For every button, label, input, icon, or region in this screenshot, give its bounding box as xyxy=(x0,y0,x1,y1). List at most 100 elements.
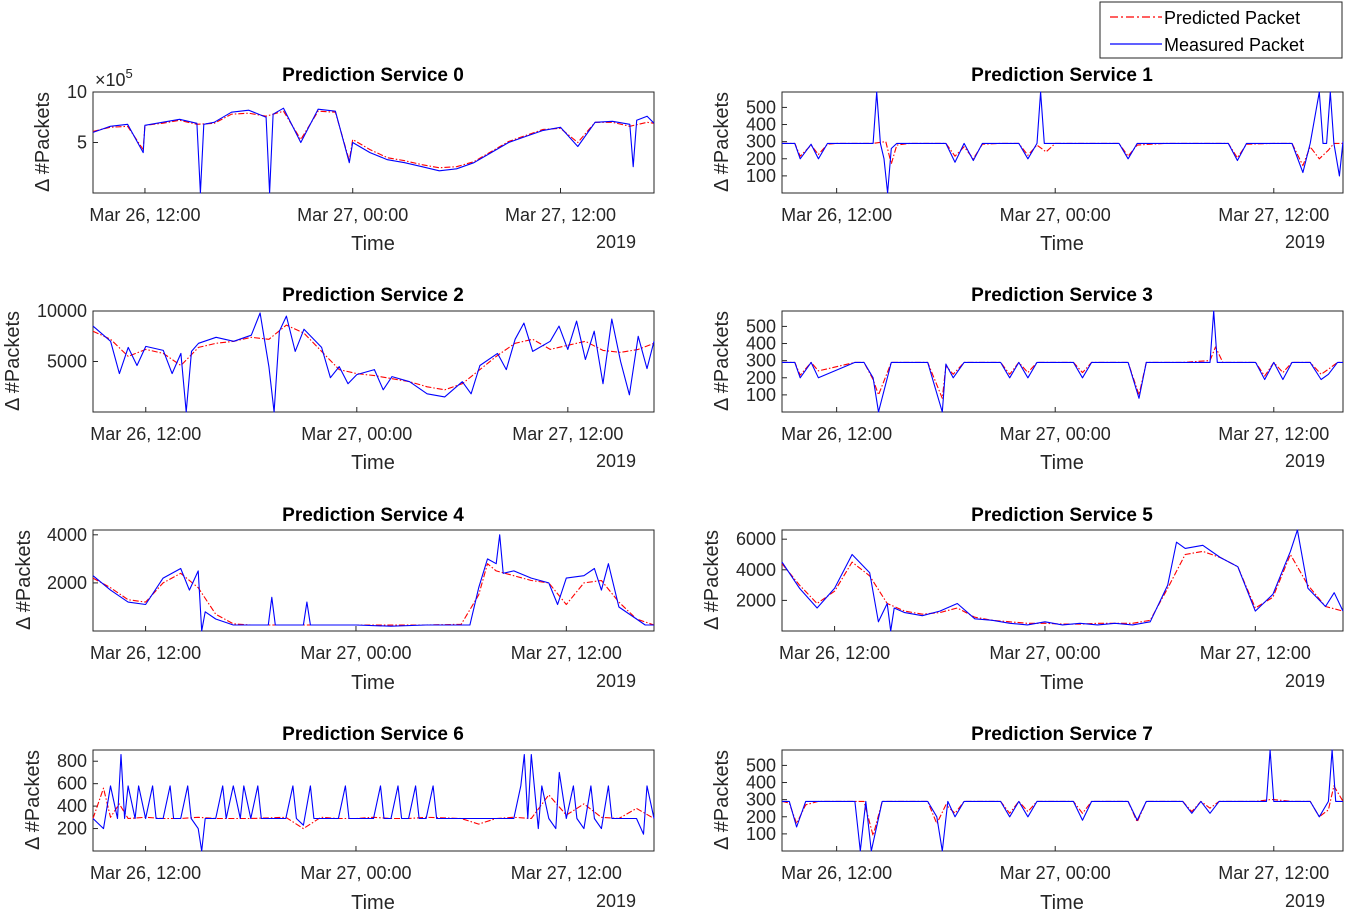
x-tick-label: Mar 27, 00:00 xyxy=(301,424,412,444)
panel-service-1: Prediction Service 1 Time 2019 Δ #Packet… xyxy=(711,65,1344,255)
y-tick-label: 200 xyxy=(746,807,776,827)
x-tick-label: Mar 26, 12:00 xyxy=(779,643,890,663)
x-tick-label: Mar 27, 00:00 xyxy=(300,863,411,883)
legend: Predicted Packet Measured Packet xyxy=(1099,1,1343,59)
y-ticks: 2000 4000 xyxy=(47,525,98,593)
x-ticks: Mar 26, 12:00 Mar 27, 00:00 Mar 27, 12:00 xyxy=(89,188,616,225)
y-tick-label: 5 xyxy=(77,133,87,153)
series-group xyxy=(782,310,1343,413)
y-tick-label: 6000 xyxy=(736,529,776,549)
panel-service-7: Prediction Service 7 Time 2019 Δ #Packet… xyxy=(711,724,1344,914)
y-tick-label: 800 xyxy=(57,751,87,771)
series-line-predicted xyxy=(781,785,1344,837)
x-tick-label: Mar 27, 00:00 xyxy=(1000,863,1111,883)
plot-area xyxy=(781,529,1344,632)
y-tick-label: 200 xyxy=(746,368,776,388)
series-line-measured xyxy=(781,529,1344,632)
y-tick-label: 10000 xyxy=(37,301,87,321)
x-tick-label: Mar 27, 12:00 xyxy=(1200,643,1311,663)
x-tick-label: Mar 27, 00:00 xyxy=(300,643,411,663)
y-tick-label: 400 xyxy=(57,796,87,816)
chart-title: Prediction Service 3 xyxy=(971,285,1153,306)
y-tick-label: 100 xyxy=(746,166,776,186)
x-tick-label: Mar 26, 12:00 xyxy=(89,205,200,225)
series-line-predicted xyxy=(92,787,655,830)
x-year-label: 2019 xyxy=(1285,451,1325,471)
x-tick-label: Mar 27, 12:00 xyxy=(505,205,616,225)
plot-area xyxy=(781,91,1344,194)
x-tick-label: Mar 26, 12:00 xyxy=(90,643,201,663)
x-ticks: Mar 26, 12:00 Mar 27, 00:00 Mar 27, 12:00 xyxy=(90,407,623,444)
y-tick-label: 500 xyxy=(746,97,776,117)
chart-title: Prediction Service 4 xyxy=(282,505,464,526)
series-line-measured xyxy=(92,753,655,852)
y-axis-label: Δ #Packets xyxy=(32,92,54,192)
series-group xyxy=(92,753,655,852)
y-tick-label: 4000 xyxy=(47,525,87,545)
panel-service-3: Prediction Service 3 Time 2019 Δ #Packet… xyxy=(711,285,1344,474)
x-tick-label: Mar 27, 12:00 xyxy=(1218,424,1329,444)
x-ticks: Mar 26, 12:00 Mar 27, 00:00 Mar 27, 12:00 xyxy=(90,626,622,663)
x-axis-label: Time xyxy=(351,452,395,474)
x-tick-label: Mar 27, 12:00 xyxy=(511,643,622,663)
panel-service-2: Prediction Service 2 Time 2019 Δ #Packet… xyxy=(2,285,655,474)
series-group xyxy=(92,107,655,194)
series-group xyxy=(782,91,1344,194)
y-tick-label: 10 xyxy=(67,82,87,102)
x-year-label: 2019 xyxy=(1285,891,1325,911)
series-line-predicted xyxy=(781,550,1344,625)
chart-title: Prediction Service 6 xyxy=(282,724,464,745)
x-ticks: Mar 26, 12:00 Mar 27, 00:00 Mar 27, 12:00 xyxy=(781,188,1329,225)
y-tick-label: 200 xyxy=(57,819,87,839)
legend-box xyxy=(1099,1,1343,59)
y-axis-label: Δ #Packets xyxy=(2,311,24,411)
plot-area xyxy=(92,91,655,194)
x-axis-label: Time xyxy=(1040,892,1084,914)
x-axis-label: Time xyxy=(1040,672,1084,694)
x-tick-label: Mar 27, 00:00 xyxy=(989,643,1100,663)
x-tick-label: Mar 27, 12:00 xyxy=(511,863,622,883)
panel-service-0: Prediction Service 0 Time 2019 Δ #Packet… xyxy=(32,65,655,255)
y-tick-label: 400 xyxy=(746,773,776,793)
y-axis-label: Δ #Packets xyxy=(711,750,733,850)
x-year-label: 2019 xyxy=(596,232,636,252)
y-ticks: 5000 10000 xyxy=(37,301,98,372)
y-tick-label: 200 xyxy=(746,149,776,169)
x-year-label: 2019 xyxy=(596,891,636,911)
y-tick-label: 5000 xyxy=(47,352,87,372)
series-line-measured xyxy=(782,310,1343,413)
y-tick-label: 500 xyxy=(746,316,776,336)
y-tick-label: 100 xyxy=(746,824,776,844)
panel-service-6: Prediction Service 6 Time 2019 Δ #Packet… xyxy=(22,724,655,914)
x-year-label: 2019 xyxy=(596,671,636,691)
plot-area xyxy=(92,310,655,413)
x-tick-label: Mar 27, 12:00 xyxy=(512,424,623,444)
y-axis-label: Δ #Packets xyxy=(701,530,723,630)
x-ticks: Mar 26, 12:00 Mar 27, 00:00 Mar 27, 12:00 xyxy=(779,626,1311,663)
chart-title: Prediction Service 0 xyxy=(282,65,464,86)
x-axis-label: Time xyxy=(351,892,395,914)
x-tick-label: Mar 27, 12:00 xyxy=(1218,205,1329,225)
chart-title: Prediction Service 7 xyxy=(971,724,1153,745)
x-axis-label: Time xyxy=(351,233,395,255)
y-tick-label: 4000 xyxy=(736,560,776,580)
y-axis-label: Δ #Packets xyxy=(13,530,35,630)
y-tick-label: 100 xyxy=(746,385,776,405)
x-axis-label: Time xyxy=(351,672,395,694)
x-ticks: Mar 26, 12:00 Mar 27, 00:00 Mar 27, 12:00 xyxy=(781,846,1329,883)
series-line-measured xyxy=(92,312,655,413)
y-tick-label: 300 xyxy=(746,790,776,810)
x-ticks: Mar 26, 12:00 Mar 27, 00:00 Mar 27, 12:00 xyxy=(90,846,622,883)
x-axis-label: Time xyxy=(1040,233,1084,255)
x-year-label: 2019 xyxy=(1285,671,1325,691)
x-tick-label: Mar 26, 12:00 xyxy=(781,205,892,225)
panel-service-4: Prediction Service 4 Time 2019 Δ #Packet… xyxy=(13,505,655,694)
y-ticks: 5 10 xyxy=(67,82,98,153)
y-tick-label: 400 xyxy=(746,334,776,354)
plot-area xyxy=(92,529,655,632)
x-tick-label: Mar 27, 00:00 xyxy=(297,205,408,225)
